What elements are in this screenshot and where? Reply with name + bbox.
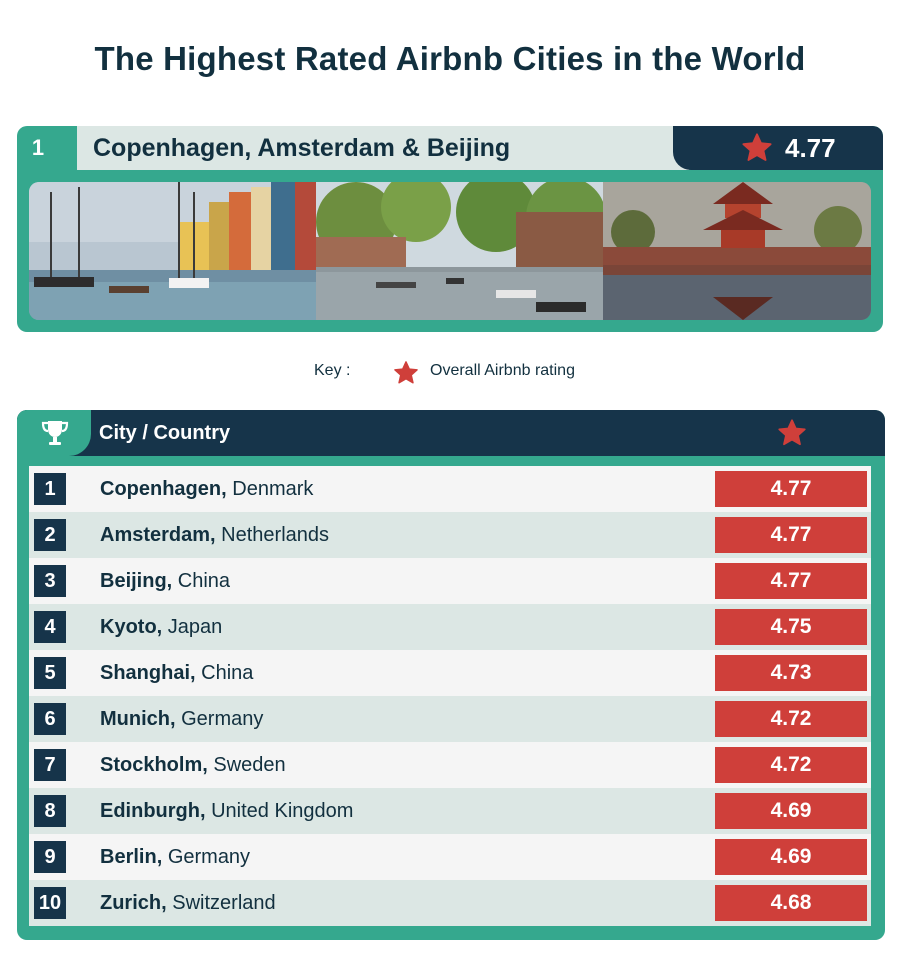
row-rating: 4.68 [715,885,867,921]
row-rating: 4.72 [715,701,867,737]
table-rows: 1 Copenhagen, Denmark 4.77 2 Amsterdam, Neth… [29,466,871,926]
row-country: Germany [181,708,264,730]
row-country: Netherlands [221,524,330,546]
legend-rating-label: Overall Airbnb rating [430,362,575,379]
row-city-country: Stockholm, Sweden [100,742,286,788]
beijing-forbidden-city-photo [603,182,871,320]
row-country: China [201,662,254,684]
legend-key-label: Key : [314,362,351,379]
table-row: 4 Kyoto, Japan 4.75 [29,604,871,650]
table-row: 2 Amsterdam, Netherlands 4.77 [29,512,871,558]
row-city: Shanghai [100,662,191,684]
top-label: Copenhagen, Amsterdam & Beijing [93,134,511,162]
row-separator: , [156,616,168,638]
row-rank: 7 [34,749,66,781]
row-rank: 5 [34,657,66,689]
row-country: Sweden [213,754,286,776]
row-separator: , [166,570,178,592]
copenhagen-harbour-photo [29,182,316,320]
top-ranked-card: 1 Copenhagen, Amsterdam & Beijing 4.77 [17,126,883,332]
star-icon [742,133,772,161]
row-city-country: Shanghai, China [100,650,253,696]
row-city: Munich [100,708,170,730]
row-rank: 3 [34,565,66,597]
row-city: Amsterdam [100,524,211,546]
row-rank: 2 [34,519,66,551]
row-rating: 4.77 [715,471,867,507]
row-city-country: Beijing, China [100,558,230,604]
row-rank: 4 [34,611,66,643]
row-rating: 4.77 [715,563,867,599]
row-country: Denmark [232,478,314,500]
table-row: 3 Beijing, China 4.77 [29,558,871,604]
row-city-country: Amsterdam, Netherlands [100,512,329,558]
table-header: City / Country [17,410,885,456]
row-rank: 8 [34,795,66,827]
row-country: Japan [167,616,223,638]
table-row: 8 Edinburgh, United Kingdom 4.69 [29,788,871,834]
amsterdam-canal-photo [316,182,603,320]
row-separator: , [221,478,233,500]
legend: Key : Overall Airbnb rating [0,360,900,386]
row-rank: 9 [34,841,66,873]
header-city-country: City / Country [99,422,231,444]
star-icon [394,361,418,384]
row-country: Switzerland [172,892,276,914]
row-city-country: Edinburgh, United Kingdom [100,788,353,834]
row-city: Kyoto [100,616,157,638]
row-city: Berlin [100,846,157,868]
page-title: The Highest Rated Airbnb Cities in the W… [94,40,806,77]
row-country: United Kingdom [211,800,354,822]
table-row: 7 Stockholm, Sweden 4.72 [29,742,871,788]
row-city: Zurich [100,892,162,914]
row-city: Copenhagen [100,478,222,500]
top-rating: 4.77 [785,133,836,163]
row-country: China [177,570,231,592]
row-city-country: Copenhagen, Denmark [100,466,313,512]
row-city-country: Kyoto, Japan [100,604,222,650]
row-city: Beijing [100,570,167,592]
row-country: Germany [167,846,251,868]
row-separator: , [170,708,182,730]
row-city: Stockholm [100,754,203,776]
row-separator: , [202,754,214,776]
row-rank: 1 [34,473,66,505]
row-rating: 4.69 [715,793,867,829]
row-city-country: Berlin, Germany [100,834,250,880]
top-score-box: 4.77 [673,126,883,170]
row-city-country: Zurich, Switzerland [100,880,276,926]
table-row: 10 Zurich, Switzerland 4.68 [29,880,871,926]
table-row: 5 Shanghai, China 4.73 [29,650,871,696]
row-separator: , [210,524,222,546]
table-row: 1 Copenhagen, Denmark 4.77 [29,466,871,512]
top-label-box: Copenhagen, Amsterdam & Beijing [77,126,689,170]
row-rating: 4.72 [715,747,867,783]
row-rating: 4.77 [715,517,867,553]
trophy-icon [41,421,69,445]
row-rating: 4.69 [715,839,867,875]
row-separator: , [161,892,173,914]
row-separator: , [199,800,212,822]
table-row: 6 Munich, Germany 4.72 [29,696,871,742]
table-row: 9 Berlin, Germany 4.69 [29,834,871,880]
row-rank: 6 [34,703,66,735]
trophy-cell [17,410,91,456]
row-city: Edinburgh [100,800,200,822]
row-rating: 4.73 [715,655,867,691]
row-separator: , [190,662,202,684]
row-rating: 4.75 [715,609,867,645]
top-rank: 1 [31,135,45,160]
row-rank: 10 [34,887,66,919]
ranking-table: City / Country 1 Copenhagen, Denmark 4.77 2… [17,410,885,940]
city-photos [29,182,871,320]
row-separator: , [156,846,168,868]
row-city-country: Munich, Germany [100,696,263,742]
star-icon [778,419,806,446]
